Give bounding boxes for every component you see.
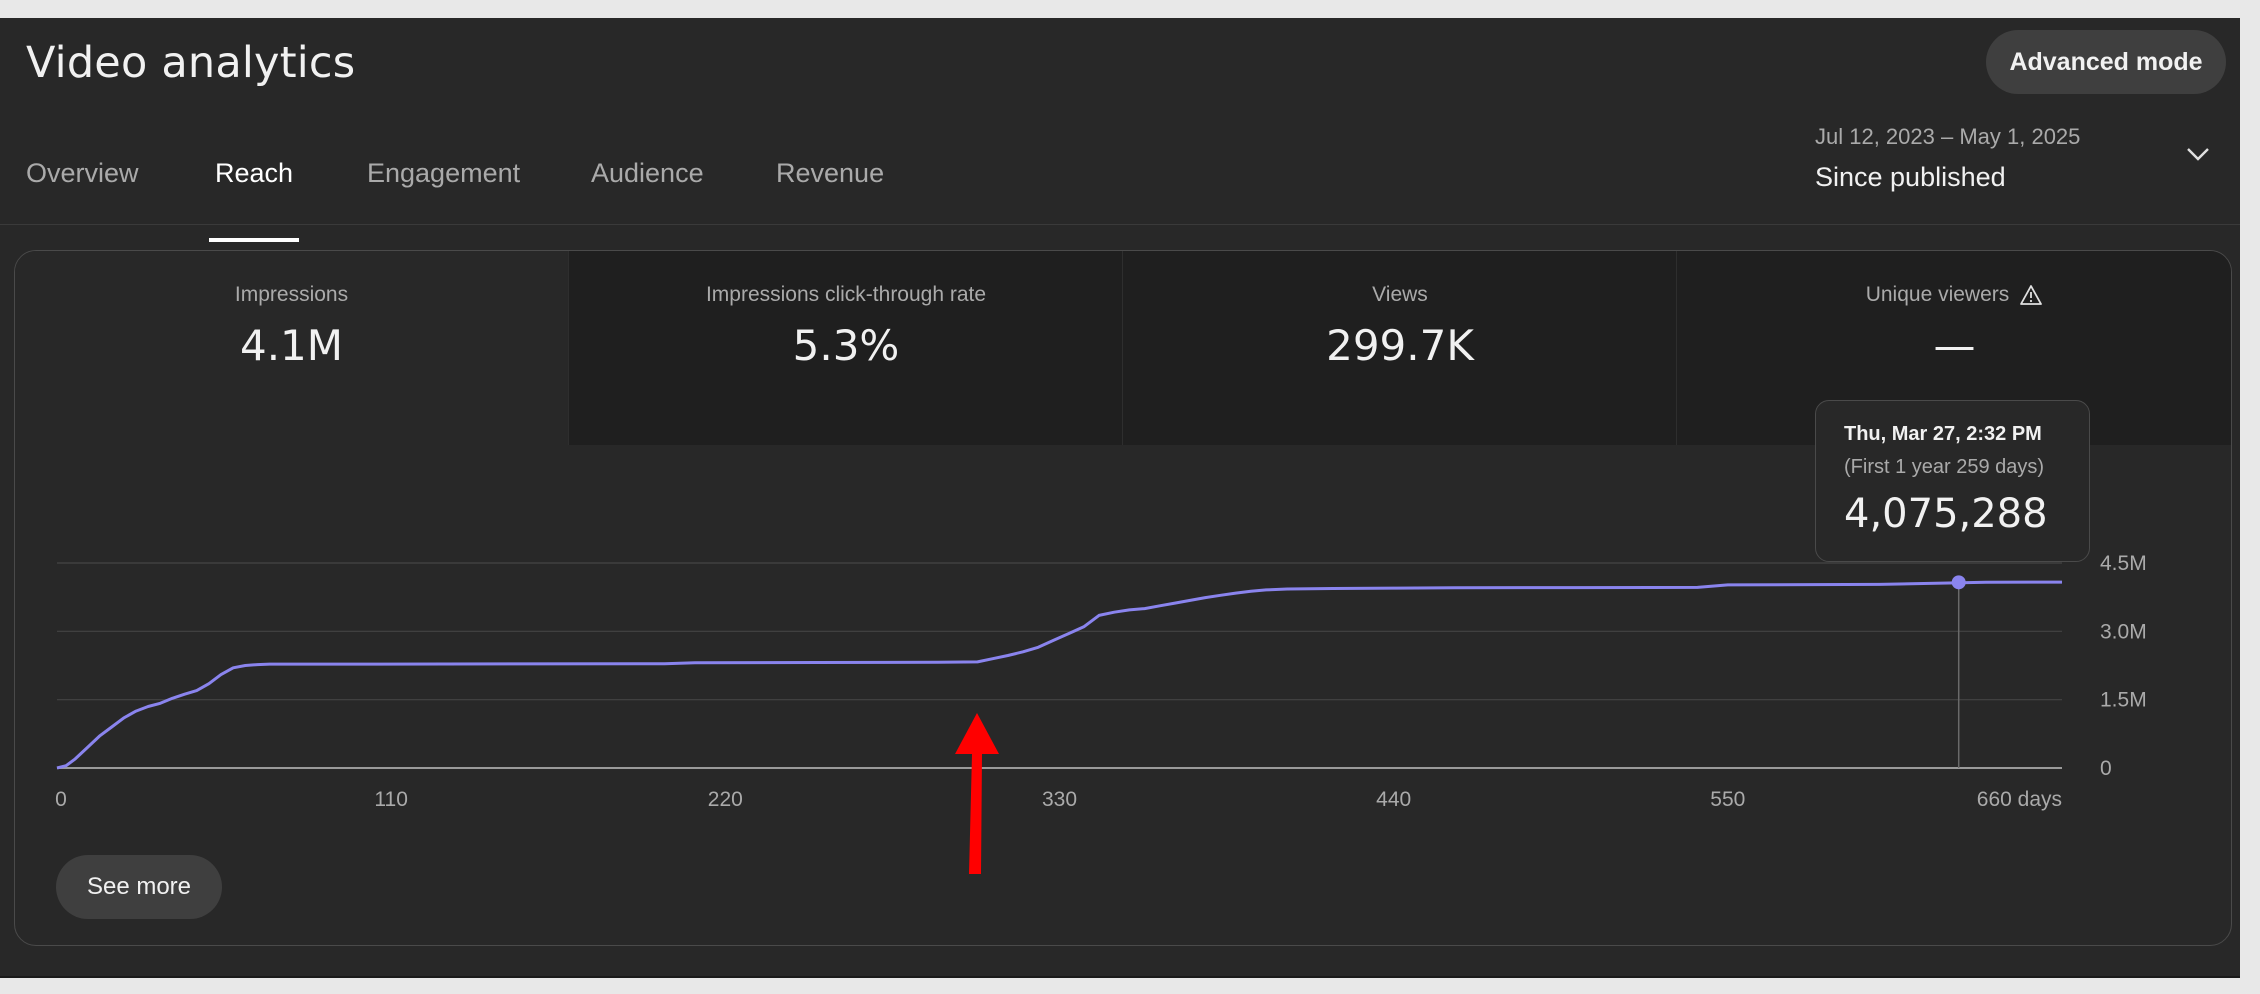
tooltip-value: 4,075,288 bbox=[1844, 491, 2048, 537]
metric-value: — bbox=[1933, 321, 1976, 370]
metric-impressions[interactable]: Impressions 4.1M bbox=[15, 251, 568, 445]
tab-label: Overview bbox=[26, 158, 139, 188]
see-more-button[interactable]: See more bbox=[56, 855, 222, 919]
active-tab-underline bbox=[209, 238, 300, 242]
x-tick-label: 660 days bbox=[1977, 788, 2062, 811]
chevron-down-icon[interactable] bbox=[2186, 146, 2210, 162]
arrow-icon bbox=[955, 713, 999, 874]
x-tick-label: 440 bbox=[1376, 788, 1411, 811]
tooltip-date: Thu, Mar 27, 2:32 PM bbox=[1844, 423, 2042, 445]
tab-reach[interactable]: Reach bbox=[209, 158, 300, 242]
metric-label: Unique viewers bbox=[1677, 283, 2231, 307]
y-tick-label: 4.5M bbox=[2100, 552, 2147, 575]
tab-label: Reach bbox=[215, 158, 294, 188]
x-tick-label: 110 bbox=[374, 788, 407, 811]
tab-label: Revenue bbox=[776, 158, 885, 188]
y-tick-label: 3.0M bbox=[2100, 620, 2147, 643]
date-range-dates: Jul 12, 2023 – May 1, 2025 bbox=[1815, 124, 2081, 149]
tabs-divider bbox=[0, 224, 2240, 225]
metric-views[interactable]: Views 299.7K bbox=[1122, 251, 1677, 445]
tab-revenue[interactable]: Revenue bbox=[776, 158, 884, 242]
metric-value: 299.7K bbox=[1326, 321, 1474, 370]
metric-label: Impressions bbox=[234, 283, 349, 306]
reach-card: Impressions 4.1M Impressions click-throu… bbox=[14, 250, 2232, 946]
metric-value: 5.3% bbox=[792, 321, 900, 370]
y-tick-label: 0 bbox=[2100, 757, 2112, 780]
x-tick-label: 330 bbox=[1042, 788, 1077, 811]
tab-overview[interactable]: Overview bbox=[26, 158, 139, 242]
y-axis-ticks: 0 1.5M 3.0M 4.5M bbox=[2100, 552, 2147, 780]
chart-tooltip: Thu, Mar 27, 2:32 PM (First 1 year 259 d… bbox=[1815, 400, 2090, 562]
advanced-mode-button[interactable]: Advanced mode bbox=[1986, 30, 2226, 94]
x-axis-ticks: 0 110 220 330 440 550 660 days bbox=[55, 788, 2062, 811]
date-range-label: Since published bbox=[1815, 162, 2006, 192]
hover-point[interactable] bbox=[1951, 575, 1966, 590]
series-line-impressions bbox=[56, 580, 2063, 770]
tab-engagement[interactable]: Engagement bbox=[367, 158, 520, 242]
x-tick-label: 0 bbox=[55, 788, 67, 811]
page-title: Video analytics bbox=[26, 38, 356, 88]
metric-label: Views bbox=[1372, 283, 1428, 306]
warning-icon[interactable] bbox=[2019, 284, 2043, 306]
y-tick-label: 1.5M bbox=[2100, 689, 2147, 712]
x-tick-label: 220 bbox=[708, 788, 743, 811]
tab-label: Engagement bbox=[367, 158, 521, 188]
date-range-selector[interactable]: Jul 12, 2023 – May 1, 2025 Since publish… bbox=[1815, 124, 2080, 193]
tab-label: Audience bbox=[591, 158, 704, 188]
x-tick-label: 550 bbox=[1710, 788, 1745, 811]
metric-value: 4.1M bbox=[239, 321, 344, 370]
metric-ctr[interactable]: Impressions click-through rate 5.3% bbox=[568, 251, 1123, 445]
annotation-arrow bbox=[955, 713, 999, 874]
metric-label: Impressions click-through rate bbox=[705, 283, 987, 306]
tooltip-subtitle: (First 1 year 259 days) bbox=[1844, 456, 2045, 478]
chart-grid bbox=[57, 562, 2062, 769]
tab-audience[interactable]: Audience bbox=[591, 158, 704, 242]
